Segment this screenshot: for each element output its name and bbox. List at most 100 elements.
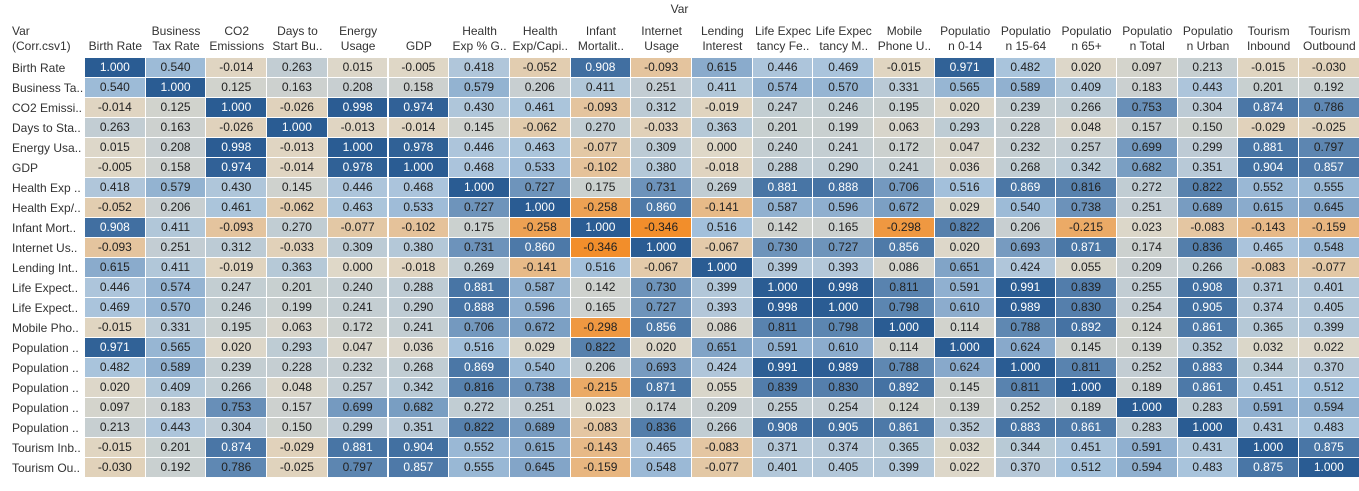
heatmap-cell[interactable]: 0.888 <box>813 178 875 198</box>
heatmap-cell[interactable]: -0.298 <box>570 318 632 338</box>
heatmap-cell[interactable]: 0.822 <box>570 338 632 358</box>
heatmap-cell[interactable]: 1.000 <box>934 338 996 358</box>
heatmap-cell[interactable]: 0.516 <box>934 178 996 198</box>
heatmap-cell[interactable]: 0.150 <box>1177 118 1239 138</box>
heatmap-cell[interactable]: 0.263 <box>85 118 146 138</box>
heatmap-cell[interactable]: 0.048 <box>1056 118 1117 138</box>
heatmap-cell[interactable]: -0.083 <box>1238 258 1299 278</box>
heatmap-cell[interactable]: 0.365 <box>874 438 935 458</box>
heatmap-cell[interactable]: 1.000 <box>1116 398 1178 418</box>
heatmap-cell[interactable]: -0.258 <box>509 218 571 238</box>
heatmap-cell[interactable]: 0.881 <box>449 278 510 298</box>
heatmap-cell[interactable]: 0.451 <box>1056 438 1117 458</box>
heatmap-cell[interactable]: 0.548 <box>631 458 692 478</box>
heatmap-cell[interactable]: 0.086 <box>692 318 753 338</box>
heatmap-cell[interactable]: 0.363 <box>692 118 753 138</box>
heatmap-cell[interactable]: 0.446 <box>449 138 510 158</box>
heatmap-cell[interactable]: 0.738 <box>1056 198 1117 218</box>
heatmap-cell[interactable]: 0.540 <box>85 78 146 98</box>
heatmap-cell[interactable]: 0.020 <box>206 338 268 358</box>
heatmap-cell[interactable]: 0.331 <box>874 78 935 98</box>
heatmap-cell[interactable]: 0.548 <box>1299 238 1359 258</box>
heatmap-cell[interactable]: -0.015 <box>85 318 146 338</box>
heatmap-cell[interactable]: 0.998 <box>813 278 875 298</box>
heatmap-cell[interactable]: 0.874 <box>1238 98 1299 118</box>
heatmap-cell[interactable]: 0.048 <box>267 378 328 398</box>
heatmap-cell[interactable]: 0.869 <box>449 358 510 378</box>
heatmap-cell[interactable]: 0.411 <box>145 218 207 238</box>
heatmap-cell[interactable]: 0.097 <box>85 398 146 418</box>
heatmap-cell[interactable]: 0.871 <box>631 378 692 398</box>
heatmap-cell[interactable]: 0.399 <box>752 258 814 278</box>
heatmap-cell[interactable]: 0.463 <box>509 138 571 158</box>
heatmap-cell[interactable]: 0.905 <box>813 418 875 438</box>
heatmap-cell[interactable]: 0.555 <box>449 458 510 478</box>
heatmap-cell[interactable]: 1.000 <box>327 138 389 158</box>
heatmap-cell[interactable]: 0.125 <box>206 78 268 98</box>
heatmap-cell[interactable]: 0.409 <box>145 378 207 398</box>
heatmap-cell[interactable]: 1.000 <box>631 238 692 258</box>
heatmap-cell[interactable]: 0.192 <box>1299 78 1359 98</box>
heatmap-cell[interactable]: 0.908 <box>1177 278 1239 298</box>
heatmap-cell[interactable]: 0.411 <box>692 78 753 98</box>
heatmap-cell[interactable]: 0.401 <box>1299 278 1359 298</box>
heatmap-cell[interactable]: 0.591 <box>752 338 814 358</box>
heatmap-cell[interactable]: 0.465 <box>1238 238 1299 258</box>
heatmap-cell[interactable]: 0.860 <box>509 238 571 258</box>
heatmap-cell[interactable]: 0.615 <box>509 438 571 458</box>
heatmap-cell[interactable]: -0.215 <box>570 378 632 398</box>
heatmap-cell[interactable]: 0.268 <box>388 358 450 378</box>
heatmap-cell[interactable]: 0.871 <box>1056 238 1117 258</box>
heatmap-cell[interactable]: 1.000 <box>267 118 328 138</box>
heatmap-cell[interactable]: -0.013 <box>327 118 389 138</box>
heatmap-cell[interactable]: 0.344 <box>1238 358 1299 378</box>
heatmap-cell[interactable]: 0.693 <box>631 358 692 378</box>
heatmap-cell[interactable]: 0.183 <box>145 398 207 418</box>
heatmap-cell[interactable]: -0.029 <box>267 438 328 458</box>
heatmap-cell[interactable]: 0.000 <box>692 138 753 158</box>
heatmap-cell[interactable]: 0.370 <box>1299 358 1359 378</box>
heatmap-cell[interactable]: 0.201 <box>145 438 207 458</box>
heatmap-cell[interactable]: 0.213 <box>85 418 146 438</box>
heatmap-cell[interactable]: 0.424 <box>692 358 753 378</box>
heatmap-cell[interactable]: 0.201 <box>1238 78 1299 98</box>
heatmap-cell[interactable]: 0.570 <box>813 78 875 98</box>
heatmap-cell[interactable]: 0.257 <box>327 378 389 398</box>
heatmap-cell[interactable]: 0.788 <box>995 318 1057 338</box>
heatmap-cell[interactable]: 0.174 <box>1116 238 1178 258</box>
heatmap-cell[interactable]: 0.352 <box>934 418 996 438</box>
heatmap-cell[interactable]: 0.574 <box>145 278 207 298</box>
heatmap-cell[interactable]: 0.682 <box>388 398 450 418</box>
heatmap-cell[interactable]: 0.446 <box>85 278 146 298</box>
heatmap-cell[interactable]: 0.174 <box>631 398 692 418</box>
heatmap-cell[interactable]: 0.124 <box>874 398 935 418</box>
heatmap-cell[interactable]: 0.830 <box>813 378 875 398</box>
heatmap-cell[interactable]: 0.856 <box>874 238 935 258</box>
heatmap-cell[interactable]: 0.904 <box>388 438 450 458</box>
heatmap-cell[interactable]: 0.036 <box>934 158 996 178</box>
heatmap-cell[interactable]: 0.209 <box>1116 258 1178 278</box>
heatmap-cell[interactable]: -0.033 <box>631 118 692 138</box>
heatmap-cell[interactable]: 0.254 <box>813 398 875 418</box>
heatmap-cell[interactable]: 0.552 <box>1238 178 1299 198</box>
heatmap-cell[interactable]: 0.836 <box>631 418 692 438</box>
heatmap-cell[interactable]: 0.331 <box>145 318 207 338</box>
heatmap-cell[interactable]: 0.908 <box>570 58 632 78</box>
heatmap-cell[interactable]: 1.000 <box>813 298 875 318</box>
heatmap-cell[interactable]: 0.241 <box>388 318 450 338</box>
heatmap-cell[interactable]: 0.706 <box>874 178 935 198</box>
heatmap-cell[interactable]: 0.798 <box>813 318 875 338</box>
heatmap-cell[interactable]: 1.000 <box>1299 458 1359 478</box>
heatmap-cell[interactable]: 0.540 <box>145 58 207 78</box>
heatmap-cell[interactable]: 1.000 <box>752 278 814 298</box>
heatmap-cell[interactable]: 0.251 <box>1116 198 1178 218</box>
heatmap-cell[interactable]: 0.283 <box>1116 418 1178 438</box>
heatmap-cell[interactable]: 0.283 <box>1177 398 1239 418</box>
heatmap-cell[interactable]: 0.881 <box>1238 138 1299 158</box>
heatmap-cell[interactable]: 1.000 <box>995 358 1057 378</box>
heatmap-cell[interactable]: 0.254 <box>1116 298 1178 318</box>
heatmap-cell[interactable]: -0.077 <box>570 138 632 158</box>
heatmap-cell[interactable]: 0.199 <box>813 118 875 138</box>
heatmap-cell[interactable]: 0.163 <box>145 118 207 138</box>
heatmap-cell[interactable]: 0.974 <box>388 98 450 118</box>
